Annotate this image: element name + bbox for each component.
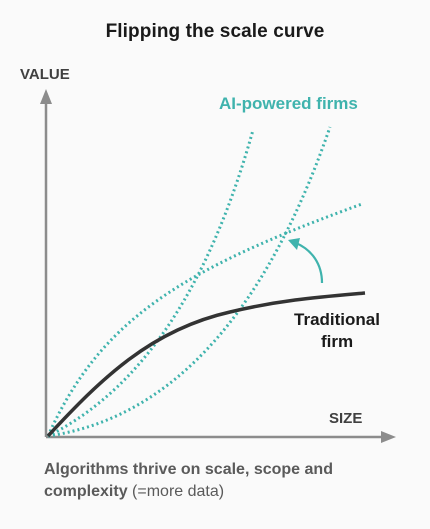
flip-arrowhead [288, 238, 300, 250]
caption-more-data: (=more data) [127, 483, 225, 500]
diagram-title: Flipping the scale curve [105, 21, 325, 42]
flip-arrow [295, 241, 324, 284]
x-axis-label: SIZE [329, 410, 363, 427]
traditional-label-line2: firm [320, 332, 354, 351]
ai-series-label: AI-powered firms [219, 94, 358, 113]
y-axis-label: VALUE [20, 66, 70, 83]
traditional-label-line1: Traditional [294, 310, 380, 329]
caption-line1: Algorithms thrive on scale, scope and [44, 461, 333, 478]
traditional-curve [46, 291, 366, 438]
caption-bold-complexity: complexity [44, 483, 128, 500]
caption-line2: complexity (=more data) [44, 481, 424, 503]
y-axis-arrowhead [40, 89, 52, 104]
traditional-series-label: Traditional firm [282, 309, 392, 353]
ai-curve-steep [47, 129, 255, 438]
x-axis-arrowhead [381, 431, 396, 443]
caption: Algorithms thrive on scale, scope and co… [44, 459, 424, 503]
ai-curve-concave [46, 202, 363, 437]
ai-curve-medium [47, 126, 332, 438]
